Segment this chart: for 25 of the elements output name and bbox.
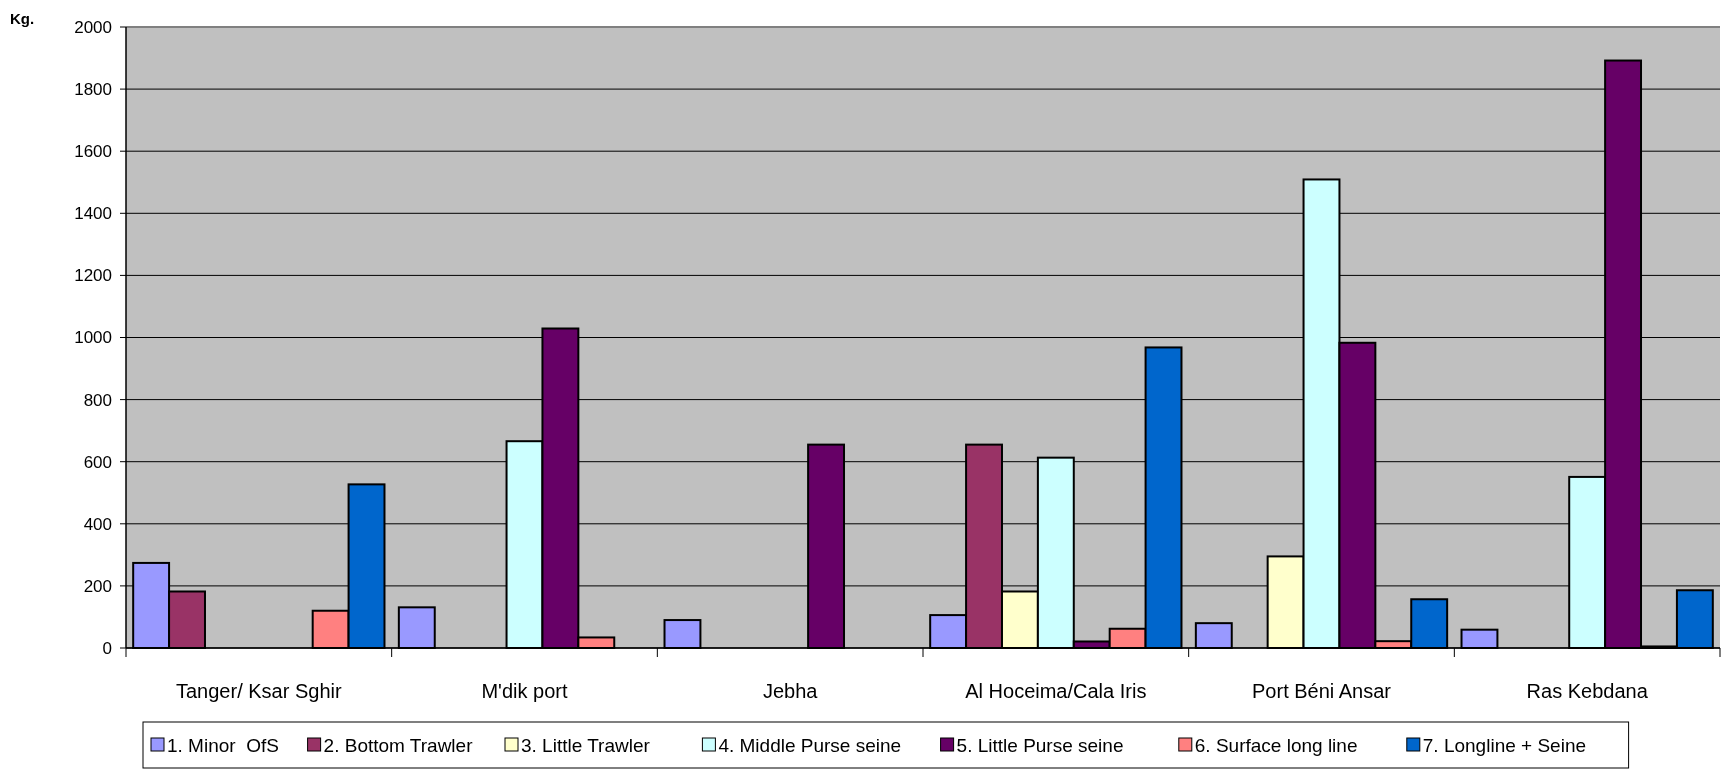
y-tick-label: 600 xyxy=(83,452,112,472)
y-tick-label: 1600 xyxy=(74,142,112,162)
y-tick-label: 200 xyxy=(83,576,112,596)
y-tick-label: 1000 xyxy=(74,328,112,348)
legend-label: 3. Little Trawler xyxy=(521,734,651,756)
y-tick-label: 800 xyxy=(83,390,112,410)
legend-label: 6. Surface long line xyxy=(1194,734,1358,756)
x-tick-label: Port Béni Ansar xyxy=(1252,680,1392,702)
legend-label: 4. Middle Purse seine xyxy=(718,734,902,756)
y-tick-label: 2000 xyxy=(74,17,112,37)
y-tick-label: 1400 xyxy=(74,204,112,224)
legend-label: 5. Little Purse seine xyxy=(956,734,1124,756)
legend-label: 2. Bottom Trawler xyxy=(323,734,474,756)
y-tick-label: 400 xyxy=(83,514,112,534)
legend-label: 7. Longline + Seine xyxy=(1422,734,1587,756)
x-tick-label: Tanger/ Ksar Sghir xyxy=(176,680,342,702)
x-tick-label: M'dik port xyxy=(481,680,568,702)
y-axis-title: Kg. xyxy=(10,10,35,27)
legend-label: 1. Minor OfS xyxy=(167,734,279,756)
x-tick-label: Al Hoceima/Cala Iris xyxy=(965,680,1147,702)
y-tick-label: 1800 xyxy=(74,80,112,100)
y-tick-label: 0 xyxy=(102,638,112,658)
y-tick-label: 1200 xyxy=(74,266,112,286)
x-tick-label: Jebha xyxy=(762,680,819,702)
x-tick-label: Ras Kebdana xyxy=(1526,680,1649,702)
